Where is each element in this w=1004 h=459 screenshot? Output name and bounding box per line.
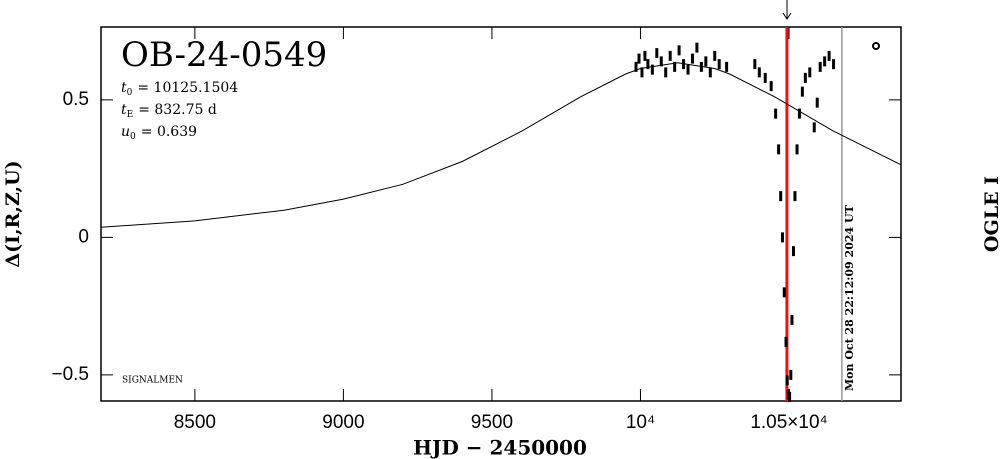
footer-note: SIGNALMEN <box>122 376 183 386</box>
data-point <box>699 61 703 72</box>
data-point <box>708 67 712 78</box>
data-point <box>797 108 801 119</box>
data-point <box>643 50 647 61</box>
x-tick-label: 10⁴ <box>626 412 655 433</box>
data-point <box>812 122 816 133</box>
data-point <box>677 45 681 56</box>
data-point <box>763 72 767 83</box>
data-point <box>779 191 783 202</box>
data-point <box>717 59 721 70</box>
data-point <box>637 53 641 64</box>
data-point <box>650 64 654 75</box>
data-point <box>793 191 797 202</box>
parameter-symbol: t <box>121 80 127 96</box>
x-tick-label: 9500 <box>471 412 513 433</box>
chart-title: OB-24-0549 <box>121 35 327 75</box>
data-point <box>725 61 729 72</box>
data-point <box>795 144 799 155</box>
data-point <box>664 67 668 78</box>
y-axis-label: Δ(I,R,Z,U) <box>2 160 24 267</box>
right-label: OGLE I <box>981 176 1003 252</box>
parameter-symbol: t <box>121 102 127 118</box>
data-point <box>827 50 831 61</box>
data-point <box>634 61 638 72</box>
data-point <box>800 86 804 97</box>
parameter-value: = 832.75 d <box>138 102 217 118</box>
parameter-subscript: E <box>127 110 134 120</box>
parameter: u0 = 0.639 <box>121 124 197 142</box>
y-tick-label: −0.5 <box>51 364 89 385</box>
x-tick-label: 1.05×10⁴ <box>750 412 827 433</box>
data-point <box>695 42 699 53</box>
data-point <box>646 59 650 70</box>
data-point <box>673 61 677 72</box>
parameter-subscript: 0 <box>130 132 136 142</box>
data-point <box>815 97 819 108</box>
data-point <box>659 56 663 67</box>
data-point <box>686 64 690 75</box>
data-point <box>704 56 708 67</box>
parameter-value: = 0.639 <box>141 124 197 140</box>
data-point <box>818 61 822 72</box>
plot-frame <box>100 26 902 402</box>
y-tick-label: 0 <box>78 226 89 247</box>
data-point <box>690 53 694 64</box>
data-point <box>777 144 781 155</box>
legend-symbol <box>872 42 880 50</box>
data-point <box>769 81 773 92</box>
x-tick-label: 8500 <box>174 412 216 433</box>
data-point <box>803 72 807 83</box>
data-point <box>682 59 686 70</box>
data-point <box>789 369 793 380</box>
data-point <box>823 56 827 67</box>
parameter-value: = 10125.1504 <box>137 80 238 96</box>
arrow-head <box>782 12 792 20</box>
data-point <box>832 59 836 70</box>
data-point <box>788 391 792 402</box>
data-point <box>791 246 795 257</box>
data-point <box>780 232 784 243</box>
data-point <box>655 48 659 59</box>
parameter: t0 = 10125.1504 <box>121 80 238 98</box>
data-point <box>784 336 788 347</box>
data-point <box>790 314 794 325</box>
data-point <box>640 67 644 78</box>
parameter-subscript: 0 <box>127 88 133 98</box>
x-axis-label: HJD − 2450000 <box>413 436 587 459</box>
data-point <box>808 67 812 78</box>
data-point <box>713 50 717 61</box>
parameter-symbol: u <box>121 124 130 140</box>
marker-label: Mon Oct 28 22:12:09 2024 UT <box>843 204 856 391</box>
data-point <box>785 375 789 386</box>
data-point <box>757 67 761 78</box>
data-point <box>753 59 757 70</box>
x-tick-label: 9000 <box>322 412 364 433</box>
parameter: tE = 832.75 d <box>121 102 217 120</box>
data-point <box>668 50 672 61</box>
y-tick-label: 0.5 <box>63 89 89 110</box>
model-curve <box>101 62 901 228</box>
data-point <box>782 287 786 298</box>
data-point <box>774 108 778 119</box>
